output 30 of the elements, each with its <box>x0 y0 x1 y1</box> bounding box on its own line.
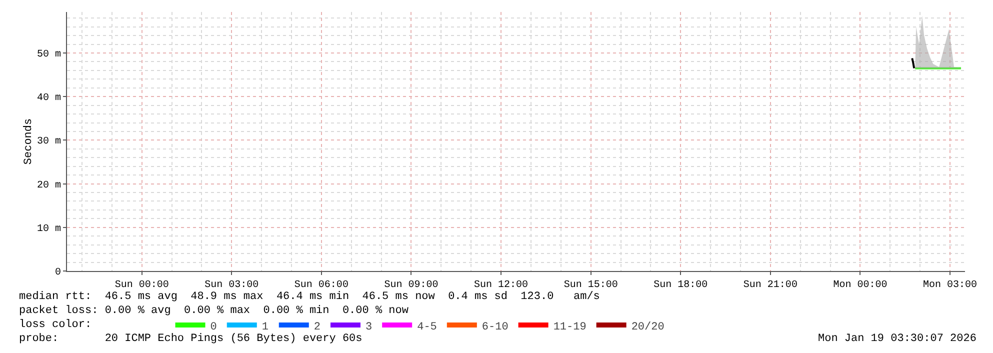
text: probe: 20 ICMP Echo Pings (56 Bytes) every 60s <box>19 333 362 345</box>
x-tick-label: Sun 15:00 <box>564 280 618 291</box>
legend-label: 4-5 <box>417 321 437 334</box>
legend-label: 0 <box>210 321 217 334</box>
y-tick-label: 0 <box>54 268 61 278</box>
x-tick-label: Mon 03:00 <box>923 280 978 291</box>
y-tick-label: 30 m <box>36 136 61 148</box>
legend-label: 2 <box>314 321 320 334</box>
x-tick-label: Sun 03:00 <box>204 280 259 291</box>
legend-label: 11-19 <box>553 321 586 334</box>
legend-title: loss color: <box>19 319 92 331</box>
x-tick-label: Sun 21:00 <box>743 280 798 291</box>
y-tick-label: 40 m <box>36 93 61 104</box>
x-tick-label: Sun 06:00 <box>294 280 348 291</box>
text: packet loss: 0.00 % avg 0.00 % max 0.00 % min 0.00 % now <box>19 305 409 317</box>
legend-label: 6-10 <box>482 321 508 334</box>
y-tick-label: 20 m <box>36 180 61 192</box>
x-tick-label: Sun 18:00 <box>654 280 708 291</box>
x-tick-label: Sun 00:00 <box>114 280 169 291</box>
legend-label: 20/20 <box>631 321 664 334</box>
legend-label: 3 <box>365 321 372 334</box>
x-tick-label: Mon 00:00 <box>833 280 888 291</box>
y-tick-label: 50 m <box>36 49 61 60</box>
text: median rtt: 46.5 ms avg 48.9 ms max 46.4 ms min 46.5 ms now 0.4 ms sd 123.0 am/s <box>19 291 600 303</box>
x-tick-label: Sun 12:00 <box>474 280 528 291</box>
y-tick-label: 10 m <box>36 224 61 235</box>
legend-label: 1 <box>262 321 269 334</box>
x-tick-label: Sun 09:00 <box>384 280 438 291</box>
text: Mon Jan 19 03:30:07 2026 <box>818 333 976 345</box>
y-axis-title: Seconds <box>22 118 35 165</box>
